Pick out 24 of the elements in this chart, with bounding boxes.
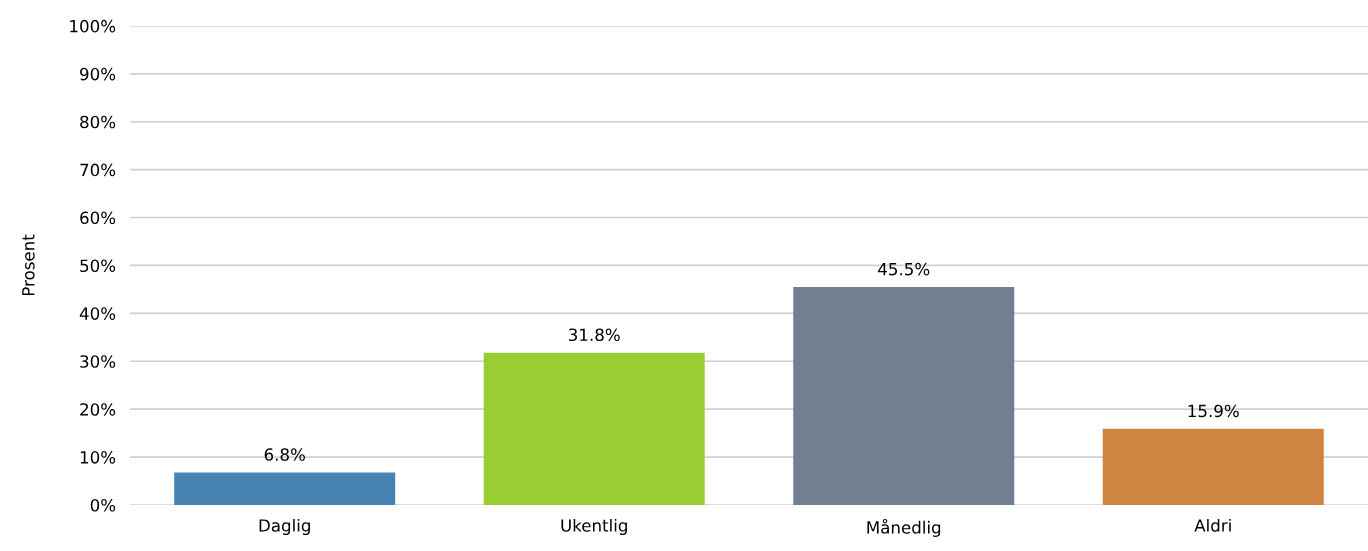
x-tick-label: Aldri	[1194, 518, 1231, 532]
data-label: 6.8%	[264, 448, 305, 461]
data-label: 31.8%	[569, 328, 620, 342]
data-label: 15.9%	[1188, 404, 1239, 418]
bar	[793, 287, 1015, 505]
y-tick-label: 30%	[80, 355, 116, 368]
x-tick-label: Ukentlig	[561, 518, 627, 536]
y-tick-label: 60%	[80, 211, 116, 225]
y-tick-label: 0%	[90, 498, 116, 512]
y-tick-label: 50%	[80, 259, 116, 273]
y-tick-label: 10%	[80, 451, 116, 464]
y-tick-label: 90%	[80, 67, 116, 81]
y-tick-label: 70%	[80, 163, 116, 177]
y-tick-label: 20%	[80, 403, 116, 416]
x-tick-label: Daglig	[259, 518, 310, 536]
y-axis-title: Prosent	[22, 234, 35, 296]
x-tick-label: Månedlig	[867, 518, 941, 537]
y-tick-label: 100%	[70, 19, 116, 33]
y-tick-label: 80%	[80, 115, 116, 129]
bar	[1102, 428, 1324, 505]
data-label: 45.5%	[878, 262, 930, 276]
bar	[174, 472, 396, 505]
bar	[483, 352, 705, 505]
y-tick-label: 40%	[79, 307, 116, 320]
